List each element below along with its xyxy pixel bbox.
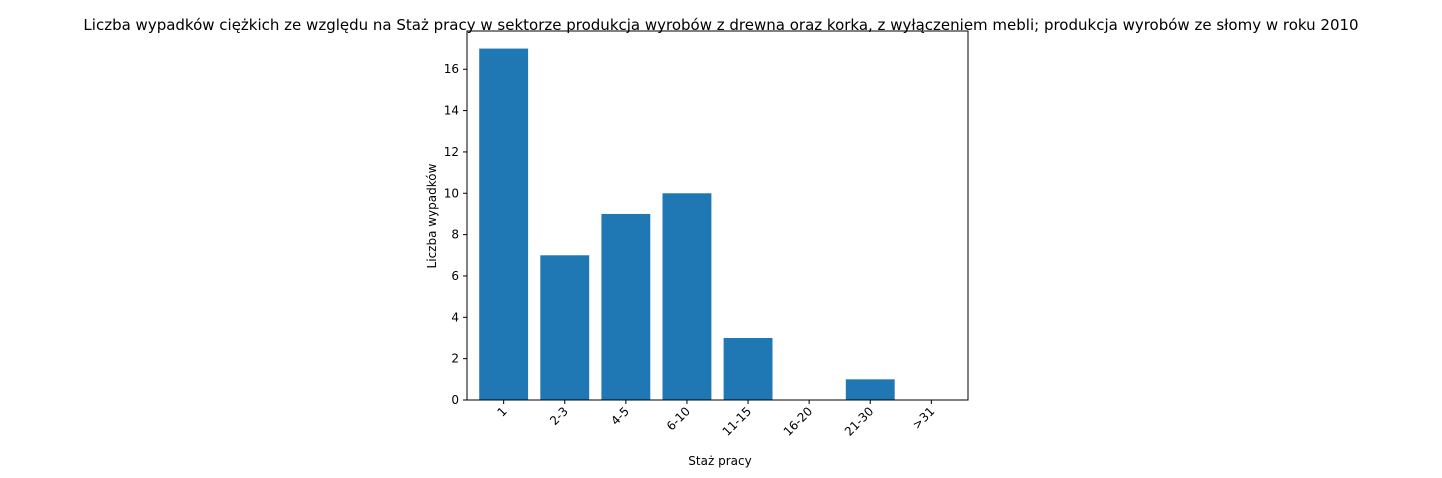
bar-6-10	[662, 193, 712, 400]
x-tick-label: >31	[910, 404, 938, 432]
y-tick-label: 0	[451, 393, 459, 407]
x-tick-label: 11-15	[720, 404, 755, 439]
y-axis-label: Liczba wypadków	[425, 163, 439, 268]
x-tick-label: 16-20	[781, 404, 816, 439]
x-axis-label: Staż pracy	[688, 454, 751, 468]
bar-11-15	[723, 337, 773, 400]
x-tick-label: 6-10	[664, 404, 693, 433]
x-tick-label: 1	[494, 404, 509, 419]
bar-2-3	[540, 255, 590, 400]
y-tick-label: 12	[444, 145, 459, 159]
y-tick-label: 2	[451, 352, 459, 366]
x-tick-label: 2-3	[547, 404, 571, 428]
y-tick-label: 14	[444, 104, 459, 118]
y-axis-ticks: 0 2 4 6 8 10 12 14 16	[444, 62, 467, 407]
chart-title: Liczba wypadków ciężkich ze względu na S…	[83, 16, 1358, 34]
bar-4-5	[601, 213, 651, 400]
y-tick-label: 16	[444, 62, 459, 76]
y-tick-label: 8	[451, 228, 459, 242]
x-axis-ticks: 1 2-3 4-5 6-10 11-15 16-20 21-30 >31	[494, 400, 937, 439]
plot-frame	[466, 30, 969, 401]
bars-group	[479, 48, 895, 400]
y-tick-label: 4	[451, 310, 459, 324]
bar-21-30	[845, 379, 895, 400]
y-tick-label: 6	[451, 269, 459, 283]
x-tick-label: 4-5	[608, 404, 632, 428]
bar-1	[479, 48, 529, 400]
x-tick-label: 21-30	[842, 404, 877, 439]
y-tick-label: 10	[444, 186, 459, 200]
